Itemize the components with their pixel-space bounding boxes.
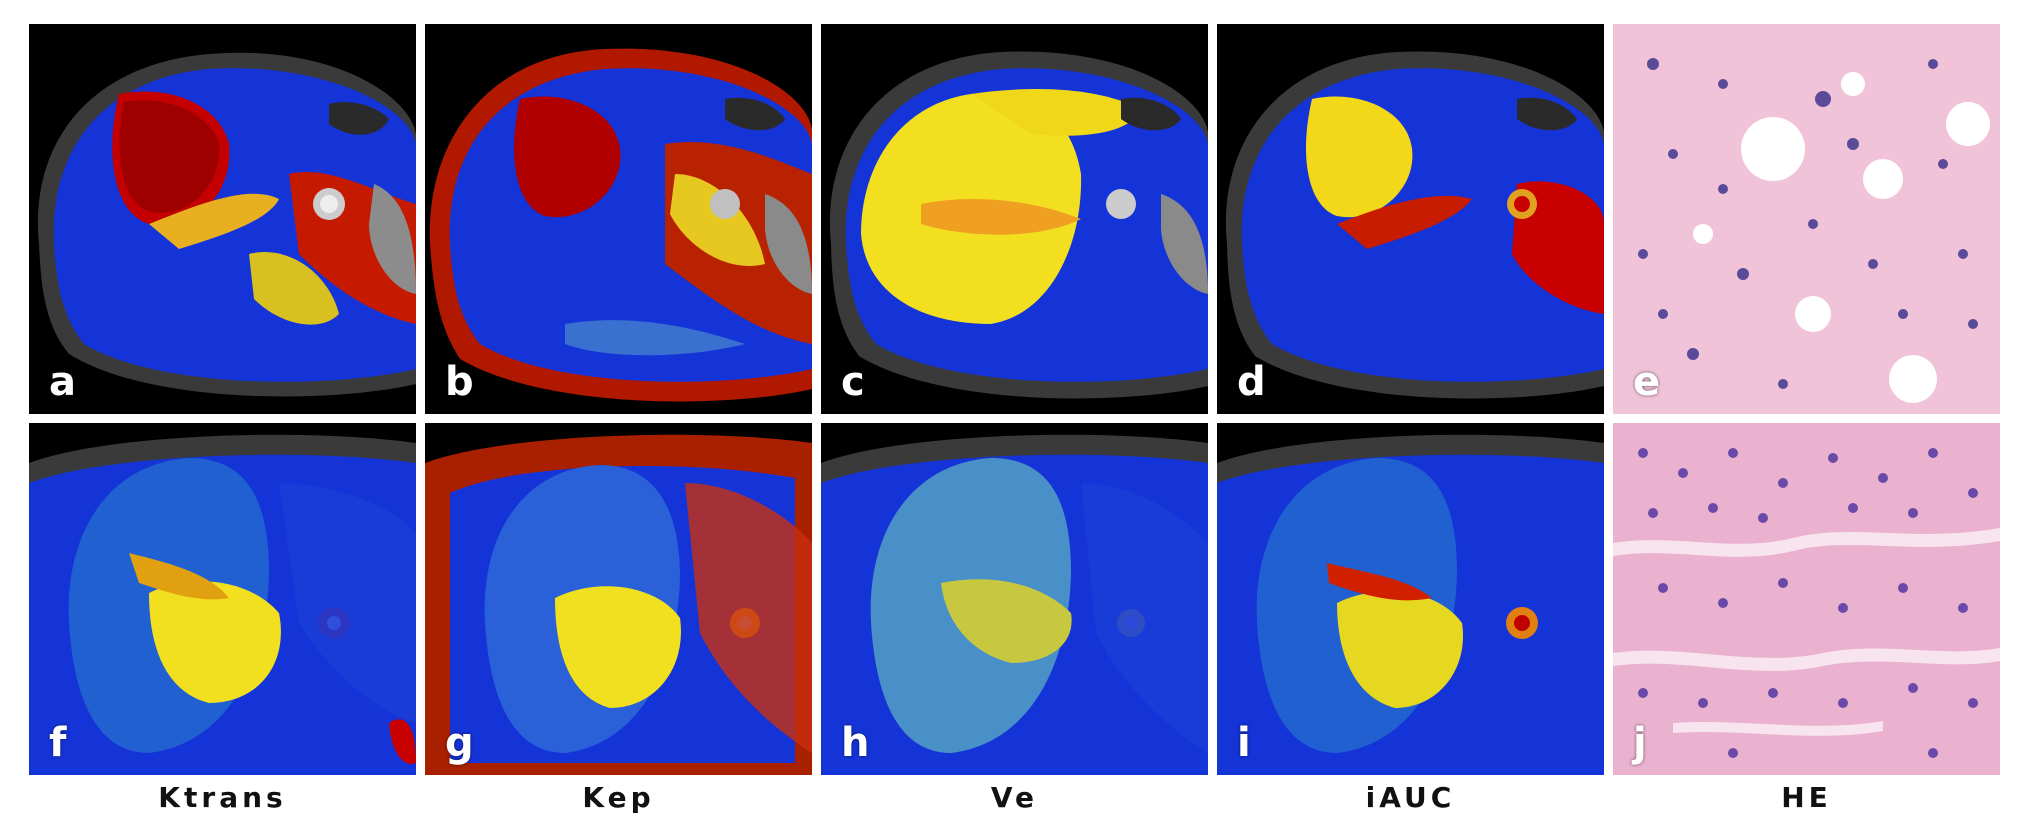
mri-map-image — [29, 423, 416, 775]
mri-map-image — [821, 24, 1208, 414]
column-label-he: HE — [1781, 781, 1832, 814]
panel-letter: i — [1237, 720, 1251, 766]
column-label-ve: Ve — [990, 781, 1039, 814]
column-label-ktrans: Ktrans — [158, 781, 287, 814]
mri-map-image — [1217, 423, 1604, 775]
panel-f-ktrans: f — [29, 423, 416, 775]
mri-map-image — [821, 423, 1208, 775]
panel-e-he: e — [1613, 24, 2000, 414]
mri-map-image — [425, 423, 812, 775]
panel-letter: c — [841, 359, 865, 405]
column-label-kep: Kep — [582, 781, 655, 814]
panel-letter: a — [49, 359, 76, 405]
panel-a-ktrans: a — [29, 24, 416, 414]
panel-letter: b — [445, 359, 474, 405]
panel-d-iauc: d — [1217, 24, 1604, 414]
histology-image — [1613, 24, 2000, 414]
panel-letter: f — [49, 720, 67, 766]
panel-letter: j — [1633, 720, 1647, 766]
panel-letter: e — [1633, 359, 1661, 405]
panel-j-he: j — [1613, 423, 2000, 775]
mri-map-image — [425, 24, 812, 414]
panel-b-kep: b — [425, 24, 812, 414]
panel-g-kep: g — [425, 423, 812, 775]
histology-image — [1613, 423, 2000, 775]
panel-letter: d — [1237, 359, 1266, 405]
panel-letter: h — [841, 720, 870, 766]
column-label-iauc: iAUC — [1365, 781, 1456, 814]
panel-h-ve: h — [821, 423, 1208, 775]
mri-map-image — [29, 24, 416, 414]
mri-map-image — [1217, 24, 1604, 414]
panel-i-iauc: i — [1217, 423, 1604, 775]
panel-letter: g — [445, 720, 474, 766]
panel-c-ve: c — [821, 24, 1208, 414]
